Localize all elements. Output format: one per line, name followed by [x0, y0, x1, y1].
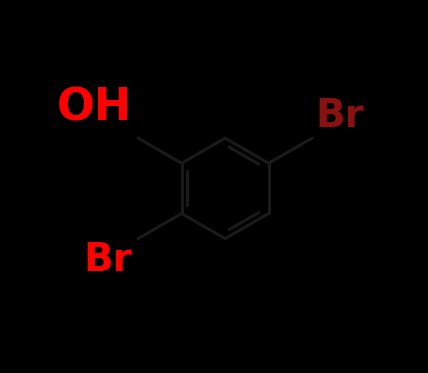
Text: Br: Br: [83, 241, 132, 279]
Text: Br: Br: [315, 97, 364, 135]
Text: OH: OH: [57, 87, 132, 129]
